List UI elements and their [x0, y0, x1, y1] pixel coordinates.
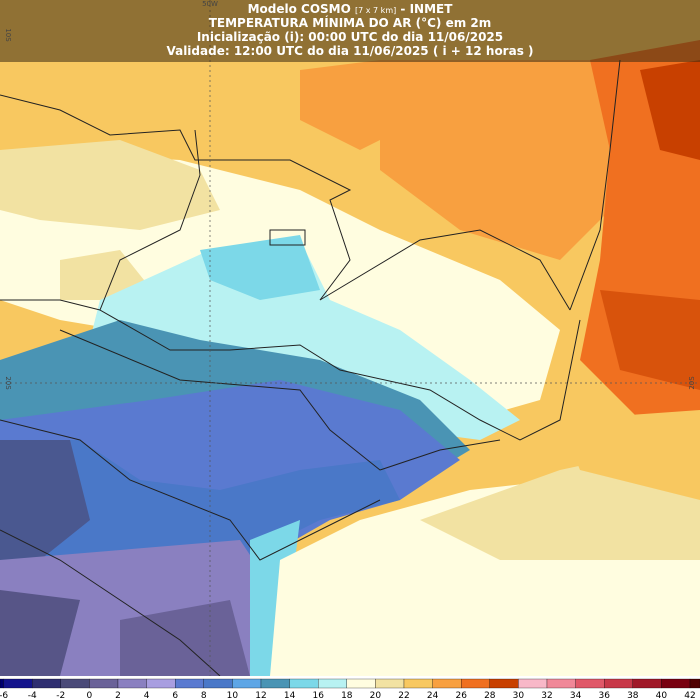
- color-swatch: [203, 678, 233, 689]
- color-swatch: [518, 678, 548, 689]
- colorbar-label: -4: [28, 691, 37, 700]
- color-swatch: [0, 678, 4, 689]
- colorbar-label: 16: [312, 691, 324, 700]
- colorbar-label: 40: [656, 691, 668, 700]
- lat-label: 10S: [4, 28, 12, 42]
- colorbar-label: 42: [684, 691, 695, 700]
- color-swatch: [32, 678, 61, 689]
- color-swatch: [403, 678, 433, 689]
- colorbar-label: 2: [115, 691, 121, 700]
- colorbar-label: 10: [227, 691, 239, 700]
- colorbar-label: 30: [513, 691, 525, 700]
- colorbar-label: 8: [201, 691, 207, 700]
- colorbar-label: 38: [627, 691, 639, 700]
- color-swatch: [604, 678, 633, 689]
- colorbar-label: 0: [87, 691, 93, 700]
- colorbar-label: 20: [370, 691, 382, 700]
- color-swatch: [461, 678, 490, 689]
- color-swatch: [489, 678, 519, 689]
- color-swatch: [661, 678, 691, 689]
- color-swatch: [346, 678, 376, 689]
- valid-time: Validade: 12:00 UTC do dia 11/06/2025 ( …: [166, 44, 533, 58]
- colorbar-label: 14: [284, 691, 296, 700]
- color-swatch: [3, 678, 33, 689]
- color-swatch: [546, 678, 576, 689]
- color-swatch: [432, 678, 462, 689]
- color-swatch: [689, 678, 700, 689]
- variable: TEMPERATURA MÍNIMA DO AR (°C) em 2m: [209, 15, 492, 30]
- colorbar-label: 32: [541, 691, 552, 700]
- colorbar-label: 28: [484, 691, 496, 700]
- color-swatch: [260, 678, 290, 689]
- color-swatch: [632, 678, 662, 689]
- color-swatch: [575, 678, 605, 689]
- color-swatch: [232, 678, 262, 689]
- init-time: Inicialização (i): 00:00 UTC do dia 11/0…: [197, 30, 503, 44]
- colorbar-label: -6: [0, 691, 8, 700]
- header-band: [0, 0, 700, 62]
- colorbar-label: 36: [598, 691, 610, 700]
- color-swatch: [60, 678, 90, 689]
- colorbar-label: 18: [341, 691, 353, 700]
- color-swatch: [175, 678, 204, 689]
- colorbar: -6 -4 -2 0 2 4 6 8 10 12 14 16 18 20 22 24 26 28 30 32 34 36 3…: [0, 678, 700, 700]
- color-swatch: [318, 678, 347, 689]
- lon-label: 50W: [202, 0, 218, 8]
- colorbar-label: -2: [56, 691, 65, 700]
- lat-label: 20S: [688, 376, 696, 390]
- colorbar-label: 34: [570, 691, 582, 700]
- colorbar-label: 24: [427, 691, 439, 700]
- colorbar-label: 6: [172, 691, 178, 700]
- colorbar-label: 4: [144, 691, 150, 700]
- color-swatch: [117, 678, 147, 689]
- model-line: Modelo COSMO [7 x 7 km] - INMET: [248, 2, 454, 16]
- colorbar-label: 22: [398, 691, 409, 700]
- colorbar-label: 12: [255, 691, 266, 700]
- color-swatch: [375, 678, 405, 689]
- lat-label: 20S: [4, 376, 12, 390]
- color-swatch: [289, 678, 319, 689]
- colorbar-label: 26: [455, 691, 467, 700]
- color-swatch: [89, 678, 119, 689]
- temperature-field: [0, 0, 700, 676]
- color-swatch: [146, 678, 176, 689]
